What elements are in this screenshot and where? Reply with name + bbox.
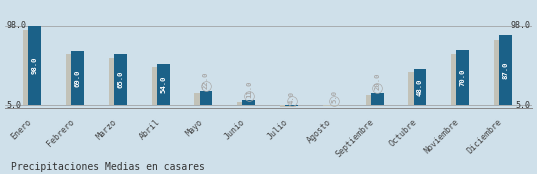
Text: 5.0: 5.0 bbox=[331, 90, 337, 103]
Bar bbox=[413, 69, 426, 105]
Bar bbox=[242, 100, 255, 105]
Bar bbox=[66, 54, 82, 105]
Text: 98.0: 98.0 bbox=[511, 22, 531, 30]
Bar bbox=[151, 67, 168, 105]
Bar bbox=[371, 93, 383, 105]
Text: 11.0: 11.0 bbox=[246, 81, 252, 98]
Bar bbox=[456, 50, 469, 105]
Bar bbox=[285, 105, 298, 106]
Text: 54.0: 54.0 bbox=[160, 76, 166, 93]
Bar bbox=[451, 54, 467, 105]
Bar bbox=[237, 102, 253, 105]
Bar bbox=[23, 30, 40, 105]
Bar bbox=[200, 91, 213, 105]
Text: Precipitaciones Medias en casares: Precipitaciones Medias en casares bbox=[11, 162, 205, 172]
Bar bbox=[323, 105, 339, 106]
Text: 48.0: 48.0 bbox=[417, 78, 423, 96]
Text: 98.0: 98.0 bbox=[6, 22, 26, 30]
Text: 65.0: 65.0 bbox=[118, 71, 124, 89]
Bar bbox=[109, 58, 125, 105]
Text: 87.0: 87.0 bbox=[503, 62, 509, 79]
Text: 4.0: 4.0 bbox=[288, 91, 295, 104]
Bar bbox=[71, 51, 84, 105]
Bar bbox=[409, 72, 425, 105]
Text: 22.0: 22.0 bbox=[203, 71, 209, 89]
Bar bbox=[157, 64, 170, 105]
Text: 20.0: 20.0 bbox=[374, 73, 380, 90]
Bar bbox=[494, 40, 510, 105]
Bar bbox=[194, 93, 211, 105]
Text: 5.0: 5.0 bbox=[6, 101, 21, 110]
Bar bbox=[28, 26, 41, 105]
Bar bbox=[366, 95, 382, 105]
Text: 98.0: 98.0 bbox=[32, 57, 38, 74]
Bar bbox=[499, 35, 512, 105]
Bar bbox=[280, 105, 296, 107]
Text: 69.0: 69.0 bbox=[75, 69, 81, 87]
Text: 5.0: 5.0 bbox=[516, 101, 531, 110]
Text: 70.0: 70.0 bbox=[460, 69, 466, 86]
Bar bbox=[114, 54, 127, 105]
